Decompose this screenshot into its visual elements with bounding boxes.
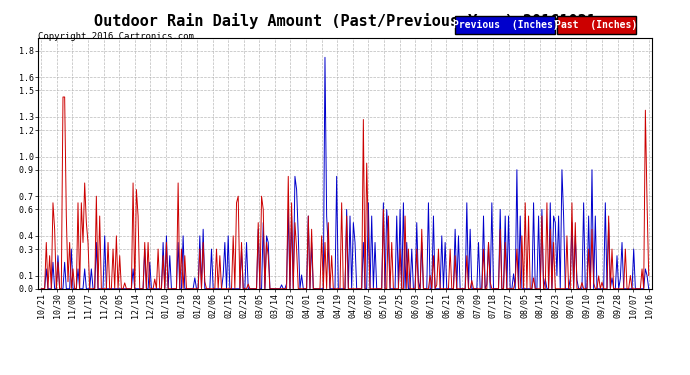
Text: Copyright 2016 Cartronics.com: Copyright 2016 Cartronics.com <box>38 32 194 41</box>
Text: Past  (Inches): Past (Inches) <box>555 20 638 30</box>
Text: Outdoor Rain Daily Amount (Past/Previous Year) 20161021: Outdoor Rain Daily Amount (Past/Previous… <box>94 13 596 29</box>
Text: Previous  (Inches): Previous (Inches) <box>453 20 558 30</box>
